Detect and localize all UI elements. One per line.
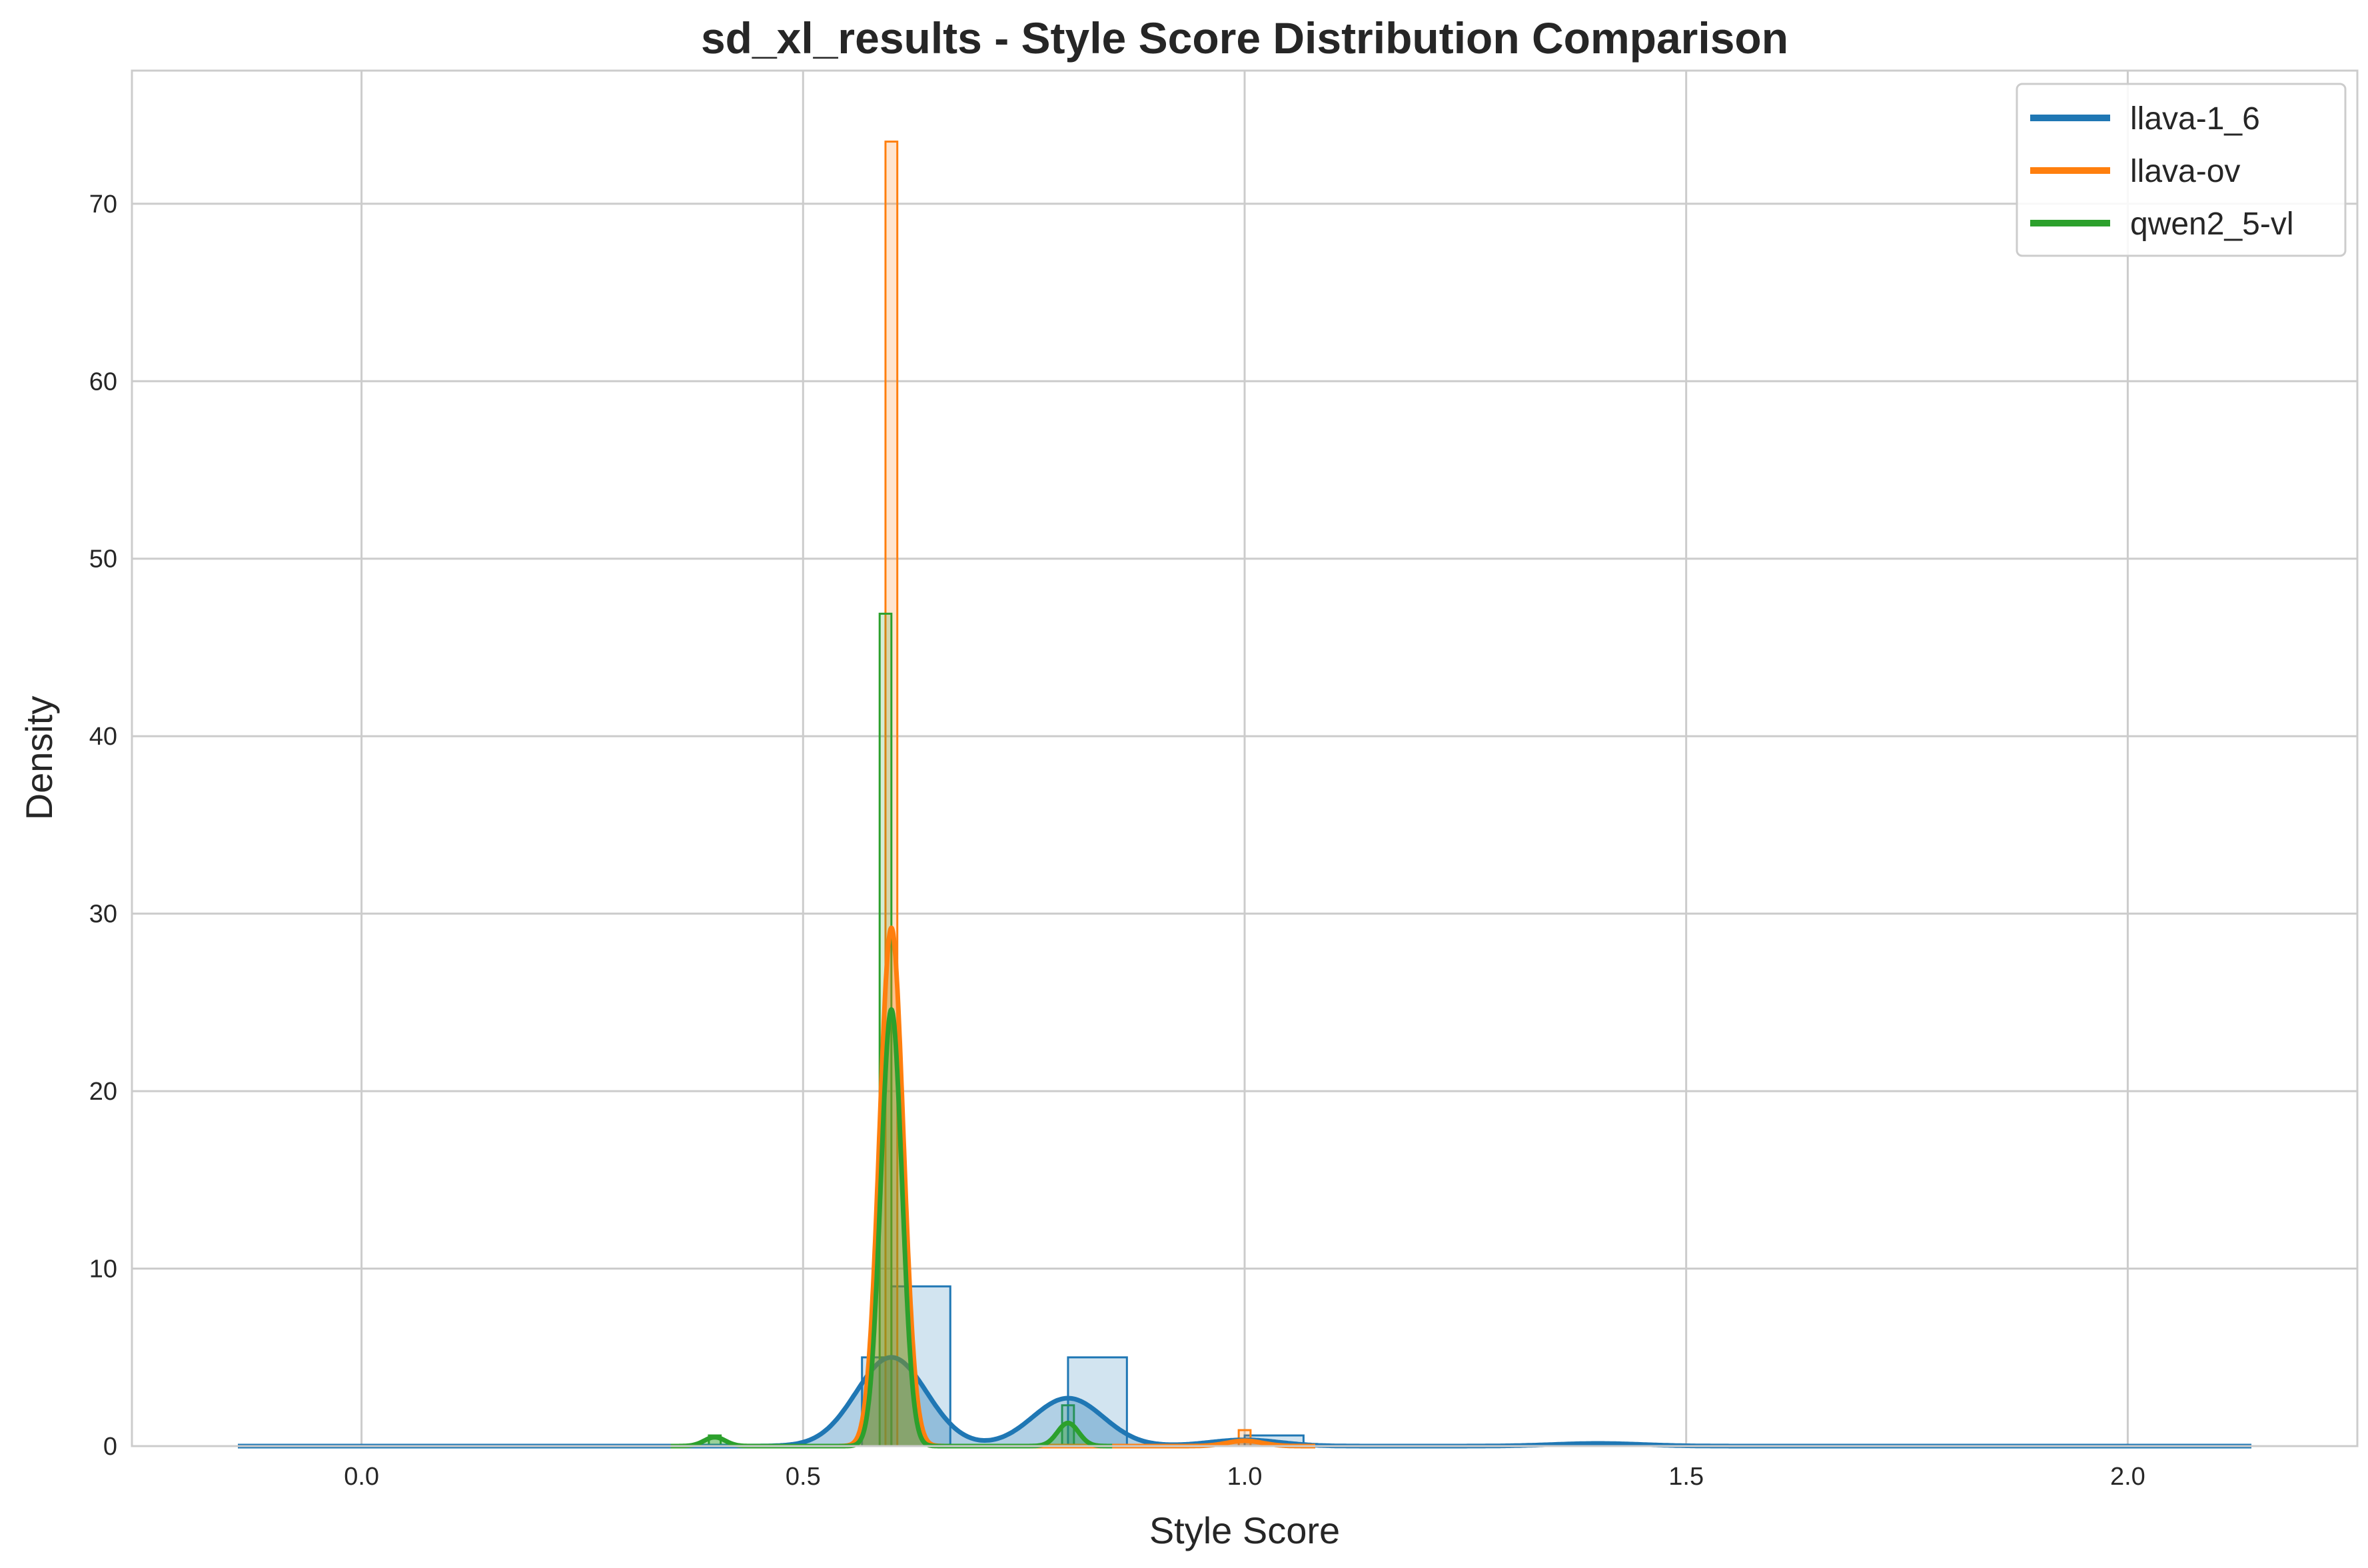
y-tick-label: 30 bbox=[89, 901, 117, 929]
y-tick-label: 70 bbox=[89, 191, 117, 218]
x-axis-label: Style Score bbox=[1149, 1509, 1340, 1551]
plot-frame bbox=[131, 69, 2359, 1447]
x-tick-label: 1.0 bbox=[1227, 1463, 1263, 1491]
y-axis-ticks: 0 10 20 30 40 50 60 70 bbox=[89, 191, 117, 1461]
y-tick-label: 50 bbox=[89, 546, 117, 574]
x-tick-label: 0.0 bbox=[344, 1463, 379, 1491]
x-tick-label: 1.5 bbox=[1668, 1463, 1704, 1491]
histogram-bars bbox=[708, 141, 1305, 1447]
x-tick-label: 2.0 bbox=[2110, 1463, 2145, 1491]
legend-label-llava-ov: llava-ov bbox=[2130, 154, 2240, 189]
y-tick-label: 40 bbox=[89, 723, 117, 751]
legend-box bbox=[2016, 83, 2347, 257]
legend: llava-1_6 llava-ov qwen2_5-vl bbox=[2016, 83, 2347, 257]
x-axis-ticks: 0.0 0.5 1.0 1.5 2.0 bbox=[344, 1463, 2145, 1491]
y-axis-label: Density bbox=[18, 696, 60, 821]
y-tick-label: 10 bbox=[89, 1256, 117, 1284]
y-tick-label: 0 bbox=[103, 1433, 117, 1461]
y-tick-label: 60 bbox=[89, 368, 117, 396]
kde-area-qwen2_5-vl bbox=[670, 1009, 1113, 1446]
legend-label-qwen2_5-vl: qwen2_5-vl bbox=[2130, 206, 2293, 242]
y-tick-label: 20 bbox=[89, 1078, 117, 1106]
legend-label-llava-1_6: llava-1_6 bbox=[2130, 101, 2260, 137]
chart-title: sd_xl_results - Style Score Distribution… bbox=[701, 13, 1788, 63]
x-tick-label: 0.5 bbox=[786, 1463, 821, 1491]
